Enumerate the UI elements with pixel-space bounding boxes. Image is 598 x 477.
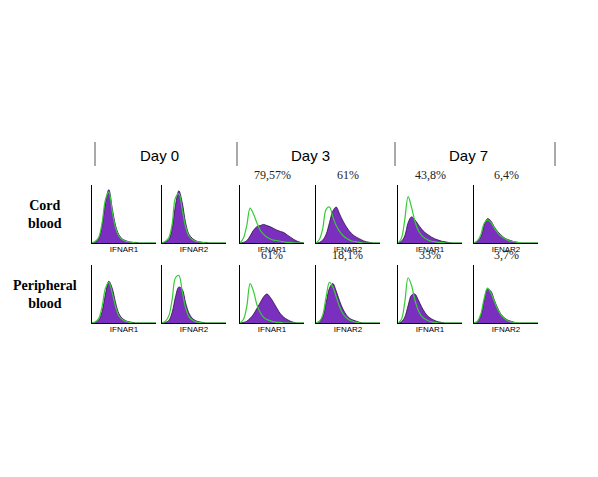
svg-text:IFNAR1: IFNAR1 <box>258 325 287 334</box>
svg-text:Cordblood: Cordblood <box>28 198 62 231</box>
svg-text:18,1%: 18,1% <box>332 248 363 262</box>
svg-text:IFNAR2: IFNAR2 <box>492 245 521 254</box>
svg-text:43,8%: 43,8% <box>415 168 446 182</box>
svg-text:3,7%: 3,7% <box>494 248 519 262</box>
svg-text:IFNAR2: IFNAR2 <box>180 245 209 254</box>
svg-text:Day 7: Day 7 <box>449 147 488 164</box>
svg-text:79,57%: 79,57% <box>254 168 291 182</box>
svg-text:6,4%: 6,4% <box>494 168 519 182</box>
svg-text:IFNAR2: IFNAR2 <box>334 325 363 334</box>
svg-text:61%: 61% <box>337 168 359 182</box>
svg-text:Day 0: Day 0 <box>140 147 179 164</box>
svg-text:IFNAR2: IFNAR2 <box>180 325 209 334</box>
svg-text:IFNAR2: IFNAR2 <box>334 245 363 254</box>
svg-text:33%: 33% <box>419 248 441 262</box>
svg-text:61%: 61% <box>261 248 283 262</box>
svg-text:IFNAR1: IFNAR1 <box>416 245 445 254</box>
svg-text:IFNAR1: IFNAR1 <box>110 325 139 334</box>
svg-text:Peripheralblood: Peripheralblood <box>13 278 77 311</box>
svg-text:Day 3: Day 3 <box>291 147 330 164</box>
svg-text:IFNAR1: IFNAR1 <box>258 245 287 254</box>
svg-text:IFNAR2: IFNAR2 <box>492 325 521 334</box>
svg-text:IFNAR1: IFNAR1 <box>110 245 139 254</box>
svg-text:IFNAR1: IFNAR1 <box>416 325 445 334</box>
